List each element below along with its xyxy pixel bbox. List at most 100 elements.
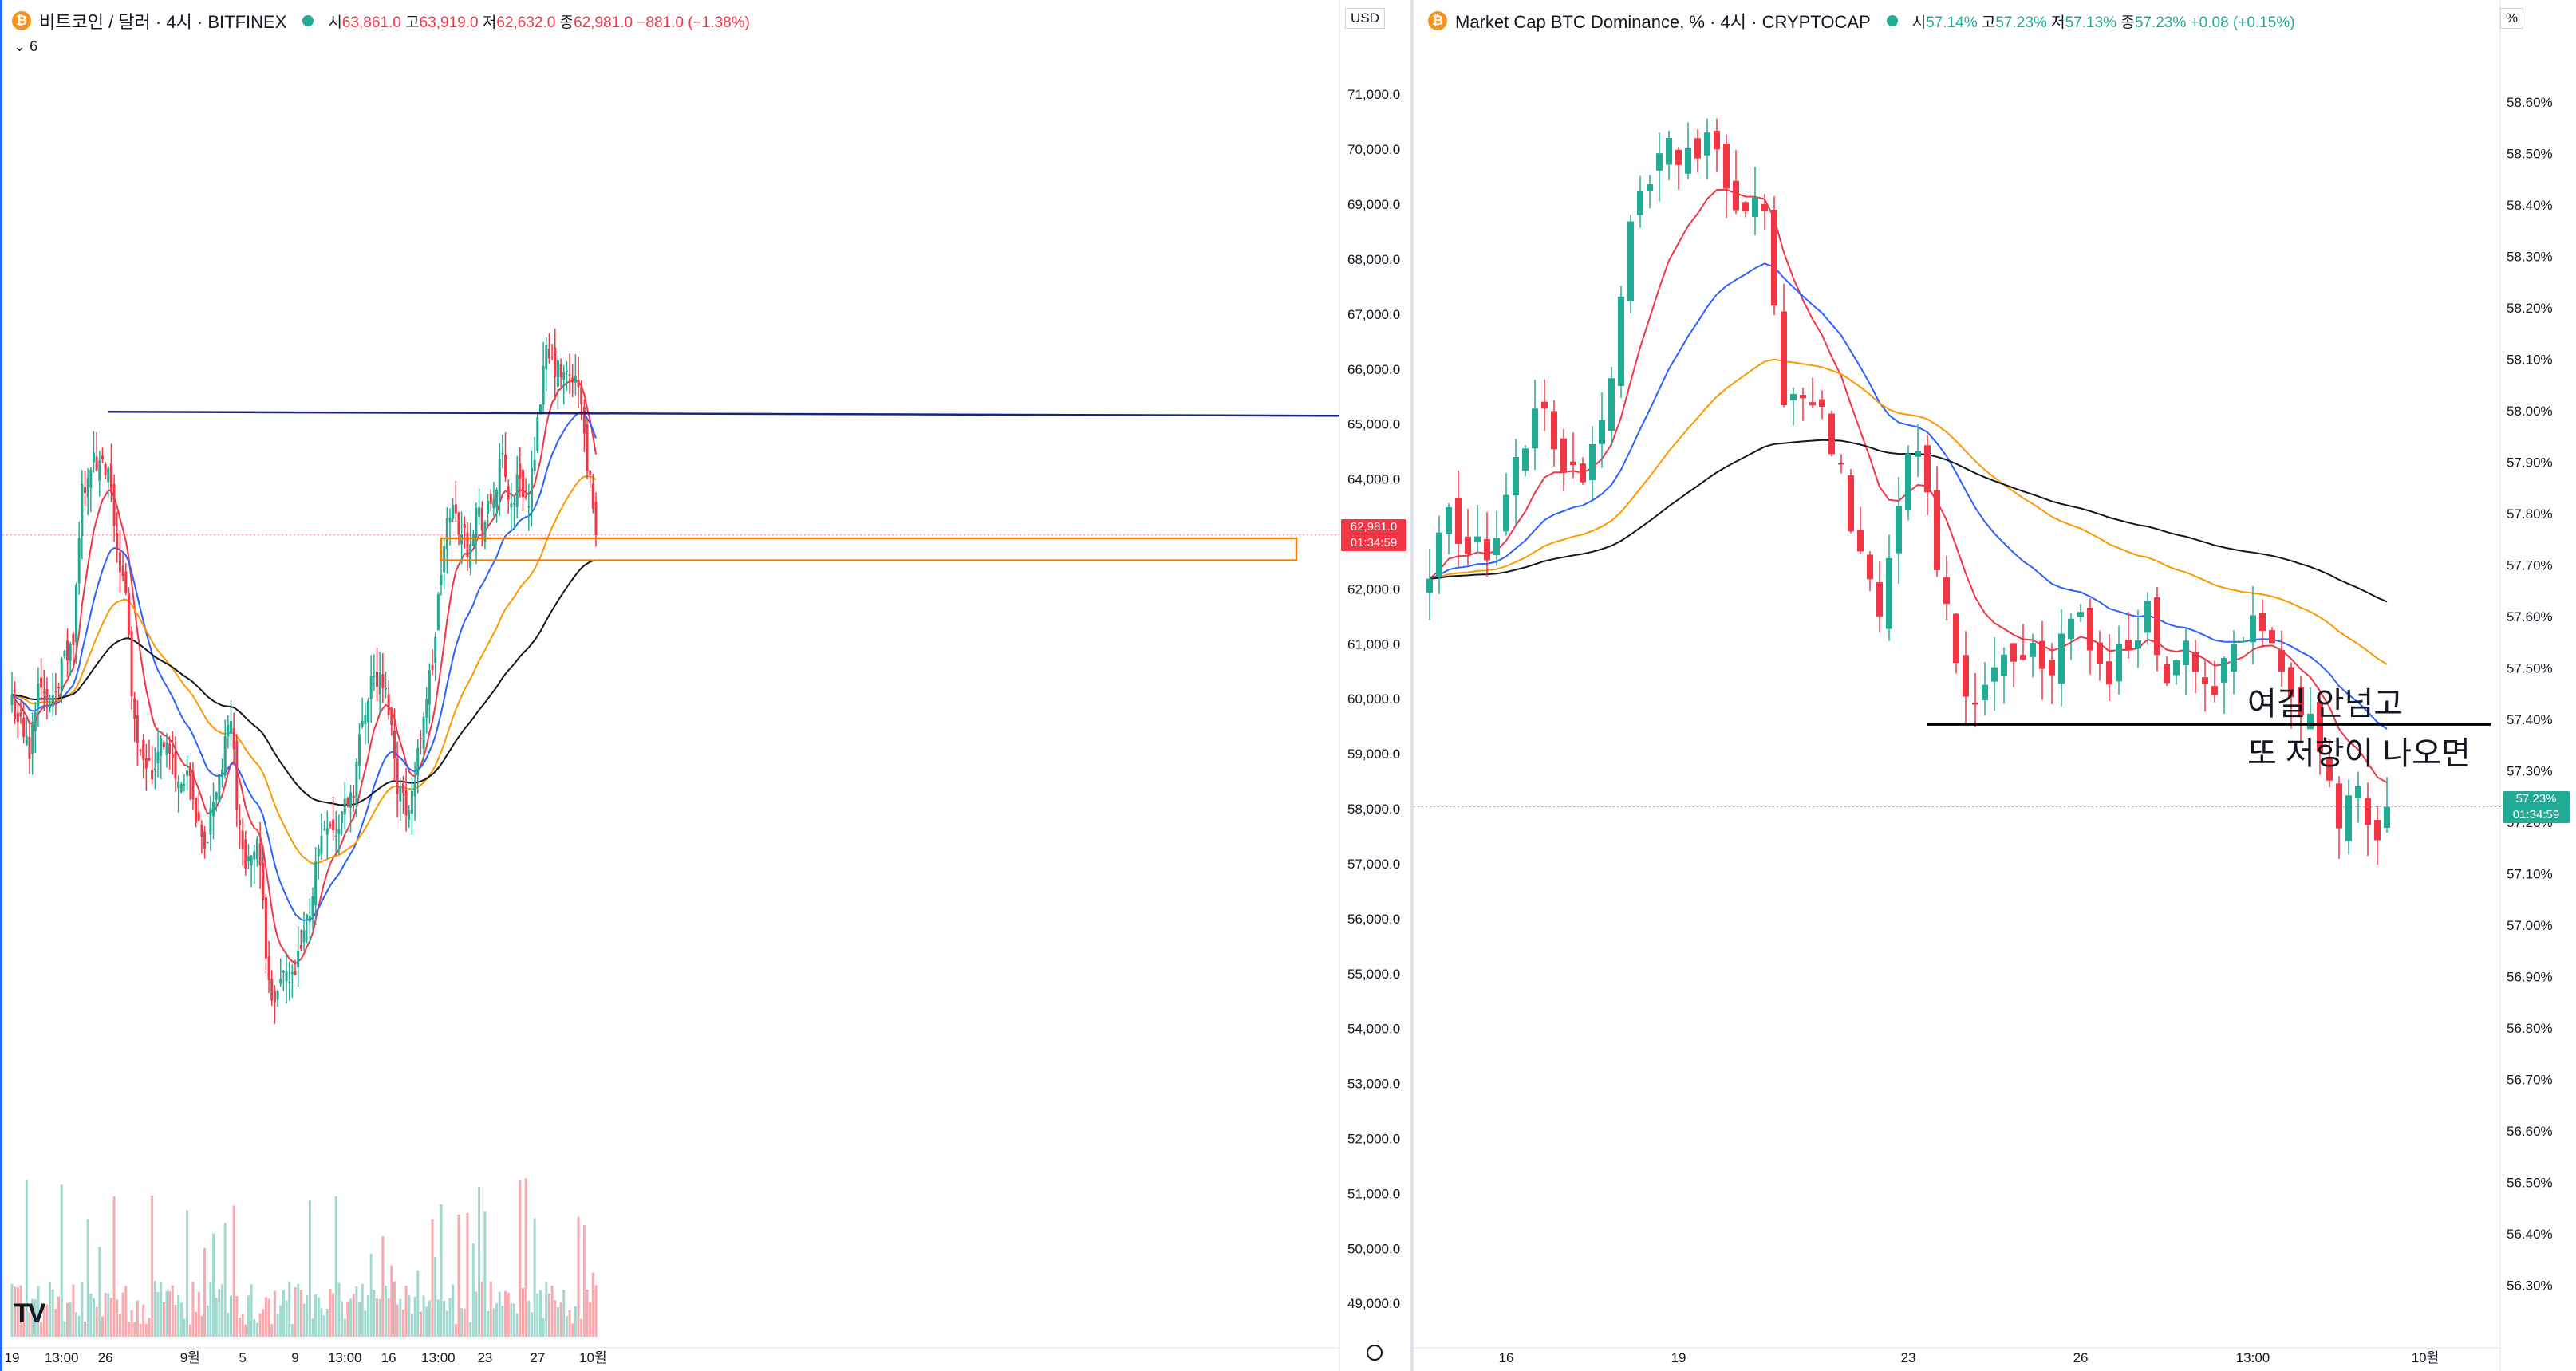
candle-body bbox=[580, 387, 583, 404]
btc-usd-chart-panel[interactable]: 49,000.0 50,000.0 51,000.0 52,000.0 53,000.0… bbox=[0, 0, 1410, 1371]
volume-bar bbox=[334, 1196, 337, 1337]
candle-body bbox=[565, 370, 568, 372]
panel-divider[interactable] bbox=[1410, 0, 1414, 1371]
volume-bar bbox=[524, 1178, 527, 1337]
candle-body bbox=[515, 474, 519, 507]
volume-bar bbox=[282, 1290, 285, 1337]
btc-usd-chart[interactable]: 49,000.0 50,000.0 51,000.0 52,000.0 53,000.0… bbox=[2, 0, 1410, 1371]
candle-body bbox=[2106, 661, 2112, 685]
volume-bar bbox=[101, 1316, 104, 1337]
candle-body bbox=[510, 503, 513, 508]
candle-body bbox=[151, 770, 154, 780]
candle-body bbox=[273, 991, 276, 1003]
candle-body bbox=[2068, 618, 2074, 640]
volume-bar bbox=[34, 1299, 37, 1337]
candle-body bbox=[334, 835, 337, 837]
candle-body bbox=[232, 727, 235, 750]
indicators-toggle[interactable]: ⌄ 6 bbox=[14, 38, 38, 54]
volume-bar bbox=[471, 1243, 475, 1337]
candle-body bbox=[230, 721, 232, 734]
candle-body bbox=[349, 792, 353, 808]
btc-dominance-chart-panel[interactable]: 56.30% 56.40% 56.50% 56.60% 56.70% 56.80% 56.9… bbox=[1414, 0, 2576, 1371]
candle-body bbox=[72, 633, 75, 645]
volume-bar bbox=[519, 1180, 522, 1337]
candle-body bbox=[179, 784, 183, 793]
candle-body bbox=[1781, 311, 1787, 405]
candle-body bbox=[116, 533, 119, 550]
candle-body bbox=[504, 455, 507, 478]
candle-body bbox=[156, 751, 160, 764]
candle-body bbox=[1733, 180, 1739, 211]
symbol-title[interactable]: 비트코인 / 달러 · 4시 · BITFINEX bbox=[39, 12, 287, 32]
candle-body bbox=[568, 374, 571, 376]
candle-body bbox=[384, 687, 387, 690]
candle-body bbox=[2097, 642, 2103, 664]
candle-body bbox=[554, 347, 557, 377]
volume-bar bbox=[151, 1195, 154, 1337]
candle-body bbox=[373, 676, 376, 677]
candle-body bbox=[2030, 643, 2036, 657]
volume-bar bbox=[45, 1304, 49, 1337]
volume-bar bbox=[75, 1312, 78, 1337]
x-tick-label: 9 bbox=[291, 1350, 298, 1365]
candle-body bbox=[399, 786, 402, 802]
volume-bar bbox=[536, 1293, 539, 1337]
currency-unit-label[interactable]: USD bbox=[1345, 8, 1385, 29]
candle-body bbox=[1694, 138, 1701, 159]
volume-bar bbox=[329, 1289, 332, 1337]
candle-body bbox=[416, 747, 420, 776]
candle-body bbox=[95, 456, 98, 471]
volume-bar bbox=[230, 1295, 232, 1337]
volume-bar bbox=[320, 1308, 323, 1337]
candle-body bbox=[358, 734, 361, 766]
candle-body bbox=[69, 644, 72, 661]
candle-body bbox=[112, 483, 116, 526]
gear-icon[interactable] bbox=[1367, 1345, 1383, 1361]
candle-body bbox=[1656, 153, 1663, 171]
candle-body bbox=[2173, 660, 2180, 676]
candle-body bbox=[1876, 582, 1883, 617]
candle-body bbox=[1627, 221, 1634, 302]
candle-body bbox=[1761, 203, 1768, 211]
candle-body bbox=[142, 739, 145, 760]
candle-body bbox=[2058, 633, 2065, 684]
candle-body bbox=[542, 365, 545, 405]
volume-bar bbox=[86, 1219, 89, 1337]
candle-body bbox=[34, 711, 37, 731]
volume-bar bbox=[116, 1299, 119, 1337]
volume-bar bbox=[212, 1233, 215, 1337]
candle-body bbox=[2384, 806, 2390, 828]
candle-body bbox=[1828, 413, 1835, 455]
candle-body bbox=[66, 640, 69, 660]
volume-bar bbox=[396, 1304, 399, 1337]
percent-unit-label[interactable]: % bbox=[2500, 8, 2524, 29]
candle-body bbox=[200, 824, 203, 837]
candle-body bbox=[51, 695, 54, 707]
candle-body bbox=[404, 790, 408, 816]
volume-bar bbox=[410, 1314, 413, 1337]
volume-bar bbox=[404, 1286, 408, 1337]
y-tick-label: 59,000.0 bbox=[1347, 747, 1400, 762]
candle-body bbox=[1551, 411, 1557, 450]
candle-body bbox=[244, 839, 247, 869]
volume-bar bbox=[121, 1292, 124, 1337]
btc-dominance-chart[interactable]: 56.30% 56.40% 56.50% 56.60% 56.70% 56.80% 56.9… bbox=[1414, 0, 2576, 1371]
volume-bar bbox=[349, 1298, 353, 1337]
volume-bar bbox=[367, 1294, 370, 1337]
volume-bar bbox=[591, 1272, 594, 1337]
y-tick-label: 56.50% bbox=[2507, 1175, 2553, 1190]
candle-body bbox=[250, 855, 253, 866]
candle-body bbox=[463, 524, 466, 529]
volume-bar bbox=[14, 1286, 17, 1337]
y-tick-label: 66,000.0 bbox=[1347, 362, 1400, 377]
tradingview-logo[interactable]: TV bbox=[14, 1298, 45, 1329]
candle-body bbox=[1742, 202, 1749, 212]
ohlc-values: 시57.14% 고57.23% 저57.13% 종57.23% +0.08 (+… bbox=[1911, 14, 2295, 31]
candle-body bbox=[1723, 143, 1730, 189]
resistance-line bbox=[108, 411, 1340, 417]
ma-slow-line bbox=[1429, 358, 2388, 665]
volume-bar bbox=[290, 1323, 294, 1337]
volume-bar bbox=[168, 1291, 172, 1337]
symbol-title[interactable]: Market Cap BTC Dominance, % · 4시 · CRYPT… bbox=[1455, 12, 1871, 32]
y-tick-label: 56.80% bbox=[2507, 1021, 2553, 1036]
